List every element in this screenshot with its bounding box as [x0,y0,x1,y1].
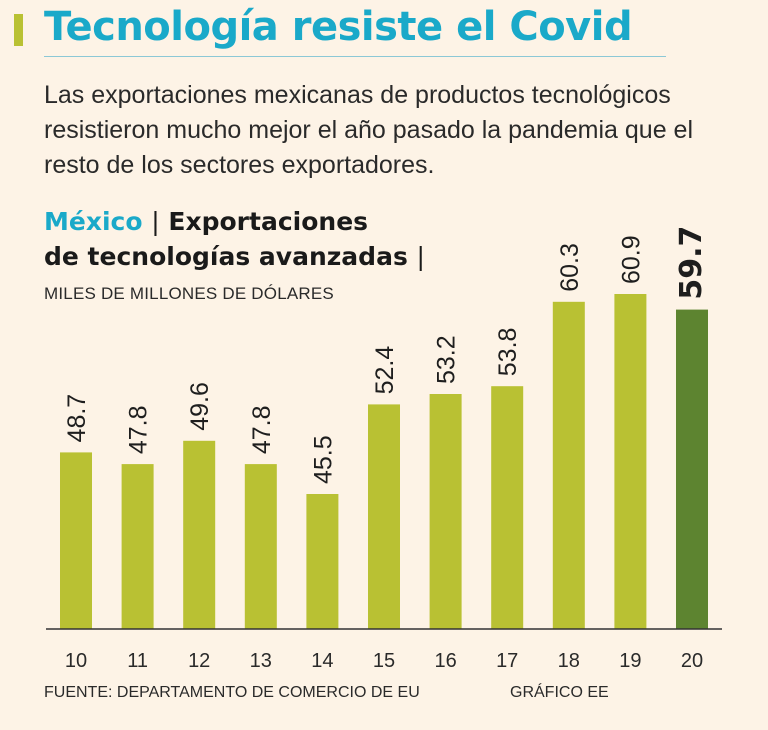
x-tick-label-17: 17 [496,650,518,672]
x-tick-label-14: 14 [311,650,333,672]
bar-15 [368,404,400,629]
bar-13 [244,464,277,629]
subtitle: Las exportaciones mexicanas de productos… [44,81,693,179]
value-label-11: 47.8 [125,405,153,454]
x-tick-label-13: 13 [250,650,272,672]
x-tick-label-10: 10 [65,650,87,672]
value-label-10: 48.7 [63,394,91,443]
chart-heading-separator-2: | [416,242,425,271]
x-tick-label-12: 12 [188,650,210,672]
value-label-13: 47.8 [248,405,276,454]
title-marker [14,14,23,46]
graphic-credit: GRÁFICO EE [510,684,609,701]
bar-12 [183,440,216,629]
x-tick-label-11: 11 [127,650,148,672]
value-label-19: 60.9 [617,235,645,284]
bar-17 [491,386,524,629]
x-tick-label-20: 20 [681,650,703,672]
bar-14 [306,494,339,629]
chart-heading-separator: | [151,207,160,236]
chart-heading-line-1: México | Exportaciones [44,204,425,239]
bar-11 [121,464,154,629]
x-tick-label-15: 15 [373,650,395,672]
value-label-16: 53.2 [433,335,461,384]
bar-16 [429,394,462,629]
bar-19 [614,294,647,629]
value-label-20: 59.7 [674,226,709,300]
title-rule [44,56,666,57]
value-label-12: 49.6 [186,382,214,431]
value-label-14: 45.5 [309,435,337,484]
x-tick-label-16: 16 [434,650,456,672]
bar-10 [60,452,92,629]
x-tick-label-18: 18 [558,650,580,672]
value-label-15: 52.4 [371,346,399,395]
value-label-17: 53.8 [494,328,522,377]
x-tick-label-19: 19 [619,650,641,672]
source-note: FUENTE: DEPARTAMENTO DE COMERCIO DE EU [44,684,420,701]
value-label-18: 60.3 [556,243,584,292]
chart-units: MILES DE MILLONES DE DÓLARES [44,284,334,303]
chart-heading-title-part-2: de tecnologías avanzadas [44,242,408,271]
page-title: Tecnología resiste el Covid [44,4,633,50]
chart-heading-line-2: de tecnologías avanzadas | [44,239,425,274]
bar-18 [552,301,585,629]
chart-heading-title-part-1: Exportaciones [168,207,369,236]
chart-heading: México | Exportaciones de tecnologías av… [44,204,425,274]
chart-heading-country: México [44,207,143,236]
bar-20 [676,309,708,629]
